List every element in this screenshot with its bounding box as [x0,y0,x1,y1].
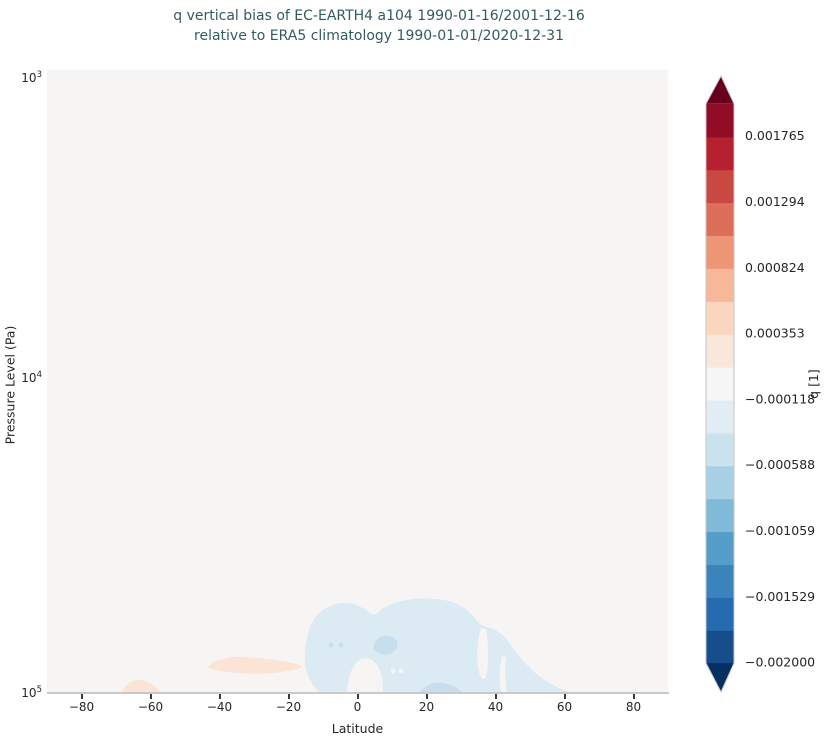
x-tick-label: −20 [275,700,302,714]
colorbar-axis-label: q [1] [806,369,821,399]
contour-dot-stronger-dry-bias [338,642,344,648]
contour-zero-band-background [47,70,668,693]
colorbar-segment [706,630,734,664]
colorbar-segment [706,432,734,467]
colorbar-segment [706,169,734,204]
colorbar-tick-label: 0.001765 [745,128,805,143]
x-tick-mark [494,694,497,699]
contour-cutout-slit-2 [499,656,507,693]
x-tick-label: 80 [625,700,642,714]
x-tick-label: 0 [353,700,362,714]
x-axis-label: Latitude [331,721,384,736]
x-tick-label: 20 [418,700,435,714]
x-tick-mark [563,694,566,699]
colorbar-tick-label: −0.002000 [745,655,815,670]
colorbar-extend-max-arrow [706,76,734,104]
colorbar-segment [706,564,734,598]
y-tick-label: 103 [21,70,42,85]
contour-patch-stronger-dry-bias [373,635,398,655]
x-axis-spine [47,692,669,694]
x-tick-mark [149,694,152,699]
x-tick-label: −40 [206,700,233,714]
x-tick-label: −80 [68,700,95,714]
colorbar-tick-label: 0.000353 [745,326,805,341]
colorbar-segment [706,465,734,500]
colorbar-segment [706,103,734,138]
x-tick-mark [356,694,359,699]
colorbar-tick-label: −0.001059 [745,523,815,538]
x-tick-label: 60 [556,700,573,714]
plot-area [47,70,668,693]
colorbar-segment [706,597,734,631]
colorbar-segment [706,367,734,401]
x-tick-mark [287,694,290,699]
colorbar-tick-label: −0.001529 [745,589,815,604]
x-tick-label: 40 [487,700,504,714]
x-tick-mark [425,694,428,699]
colorbar-segment [706,235,734,269]
x-tick-mark [218,694,221,699]
colorbar-segment [706,531,734,565]
x-tick-label: −60 [137,700,164,714]
chart-title-line-1: q vertical bias of EC-EARTH4 a104 1990-0… [173,8,585,24]
colorbar-tick-label: −0.000118 [745,391,815,406]
y-tick-label: 104 [21,370,42,385]
contour-cutout-arch [347,658,383,693]
contour-dot-stronger-dry-bias [328,642,334,648]
x-tick-mark [632,694,635,699]
y-tick-label: 105 [21,685,42,700]
colorbar-tick-label: 0.000824 [745,260,805,275]
x-tick-mark [80,694,83,699]
chart-title: q vertical bias of EC-EARTH4 a104 1990-0… [47,6,711,46]
colorbar: 0.001765 0.001294 0.000824 0.000353 −0.00011… [705,74,821,694]
chart-title-line-2: relative to ERA5 climatology 1990-01-01/… [194,28,564,44]
colorbar-segment [706,498,734,533]
contour-cutout-slit-1 [477,628,489,680]
contour-cutout-dot [398,668,404,674]
colorbar-tick-label: −0.000588 [745,457,815,472]
colorbar-tick-label: 0.001294 [745,194,805,209]
colorbar-outline [705,74,735,694]
contour-blob-weak-moist-bias [208,656,302,674]
colorbar-segment [706,301,734,335]
contour-blob-weak-moist-bias-surface [122,679,161,693]
contour-patch-stronger-dry-bias-surface [419,682,463,693]
colorbar-segment [706,334,734,368]
colorbar-segment [706,136,734,171]
colorbar-segment [706,268,734,302]
contour-cutout-dot [390,668,396,674]
y-axis-label: Pressure Level (Pa) [2,325,18,445]
colorbar-segment [706,202,734,236]
colorbar-segment [706,399,734,434]
colorbar-extend-min-arrow [706,663,734,692]
